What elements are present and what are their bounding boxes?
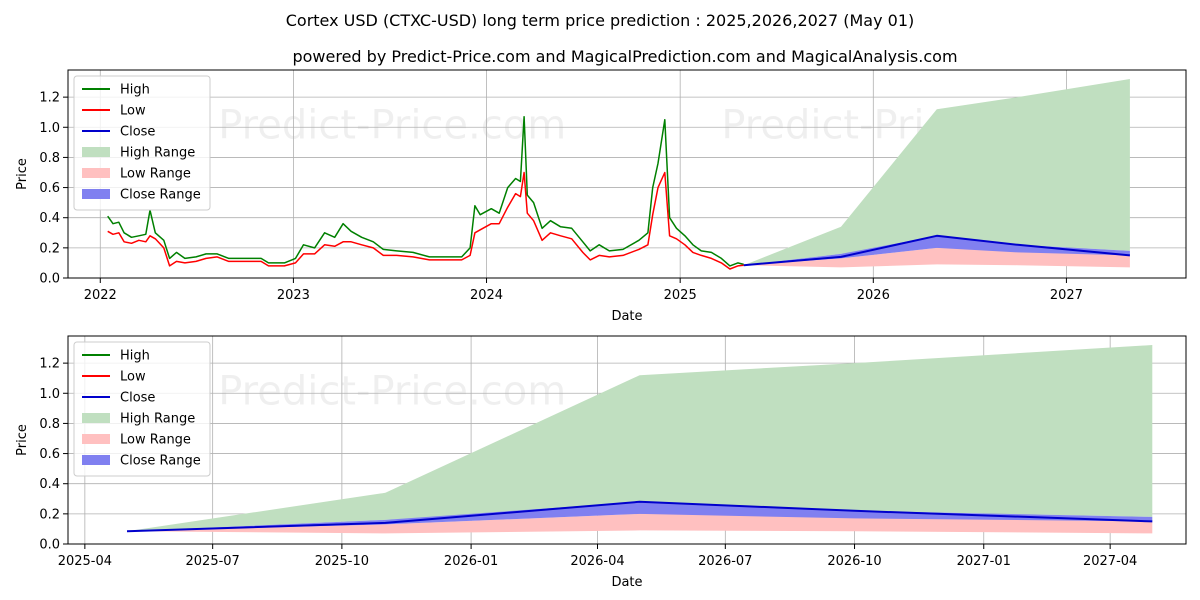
bottom-panel: Predict-Price.comPredict-Price.com2025-0… (15, 335, 1187, 590)
x-tick-label: 2023 (277, 288, 310, 303)
tick-group: 2022 2023 2024 2025 2026 2027 0.0 0.2 0.4 0.6 0.8 1… (39, 91, 1083, 303)
high-series-line (107, 115, 744, 267)
x-tick-label: 2026-10 (827, 554, 881, 569)
legend-label: Low Range (120, 167, 191, 182)
x-tick-label: 2027 (1050, 288, 1083, 303)
legend-swatch-patch (82, 434, 110, 444)
y-tick-label: 0.6 (39, 181, 60, 196)
legend-label: Close Range (120, 454, 201, 469)
axes-frame (67, 335, 1187, 545)
legend-label: Low (120, 104, 146, 119)
legend-label: High (120, 349, 150, 364)
high-range-band (743, 79, 1130, 266)
legend-label: Close (120, 125, 155, 140)
watermark-text: Predict-Price.com (218, 103, 566, 149)
y-tick-label: 0.8 (39, 417, 60, 432)
legend-label: High Range (120, 146, 195, 161)
x-axis-label: Date (611, 309, 642, 324)
plot-area (126, 345, 1153, 534)
y-axis-label: Price (15, 158, 30, 190)
legend-swatch-patch (82, 455, 110, 465)
legend-label: Low (120, 370, 146, 385)
y-tick-label: 0.0 (39, 538, 60, 553)
x-tick-label: 2026 (857, 288, 890, 303)
x-tick-label: 2025 (664, 288, 697, 303)
y-tick-label: 0.6 (39, 447, 60, 462)
legend-label: Close Range (120, 188, 201, 203)
y-tick-label: 0.8 (39, 151, 60, 166)
watermark-text: Predict-Price.com (218, 369, 566, 415)
x-axis-label: Date (611, 575, 642, 590)
x-tick-label: 2026-07 (698, 554, 752, 569)
x-tick-label: 2027-01 (957, 554, 1011, 569)
close-series-line (126, 500, 1153, 533)
legend-label: High Range (120, 412, 195, 427)
tick-group: 2025-04 2025-07 2025-10 2026-01 2026-04 2026-… (39, 357, 1137, 569)
y-tick-label: 1.0 (39, 387, 60, 402)
legend-label: Low Range (120, 433, 191, 448)
y-tick-label: 1.2 (39, 357, 60, 372)
legend-swatch-patch (82, 189, 110, 199)
y-tick-label: 1.2 (39, 91, 60, 106)
y-tick-label: 0.4 (39, 211, 60, 226)
y-tick-label: 0.4 (39, 477, 60, 492)
x-tick-label: 2024 (470, 288, 503, 303)
low-series-line (107, 171, 744, 270)
close-series-line (743, 234, 1130, 267)
chart-subtitle: powered by Predict-Price.com and Magical… (292, 47, 957, 66)
x-tick-label: 2026-01 (444, 554, 498, 569)
legend-swatch-patch (82, 168, 110, 178)
high-range-band (127, 345, 1153, 532)
y-tick-label: 0.2 (39, 241, 60, 256)
legend-swatch-patch (82, 147, 110, 157)
legend-label: High (120, 83, 150, 98)
x-tick-label: 2025-07 (186, 554, 240, 569)
y-axis-label: Price (15, 424, 30, 456)
legend: High Low Close High Range Low Range Close Ran… (73, 341, 211, 477)
axes-frame (67, 69, 1187, 279)
y-tick-label: 0.0 (39, 272, 60, 287)
plot-area (107, 79, 1130, 270)
y-tick-label: 0.2 (39, 507, 60, 522)
x-tick-label: 2025-04 (58, 554, 112, 569)
x-tick-label: 2026-04 (570, 554, 624, 569)
x-tick-label: 2022 (84, 288, 117, 303)
legend-label: Close (120, 391, 155, 406)
x-tick-label: 2025-10 (315, 554, 369, 569)
legend-swatch-patch (82, 413, 110, 423)
legend: High Low Close High Range Low Range Close Ran… (73, 75, 211, 211)
x-tick-label: 2027-04 (1083, 554, 1137, 569)
y-tick-label: 1.0 (39, 121, 60, 136)
chart-title: Cortex USD (CTXC-USD) long term price pr… (286, 11, 915, 30)
